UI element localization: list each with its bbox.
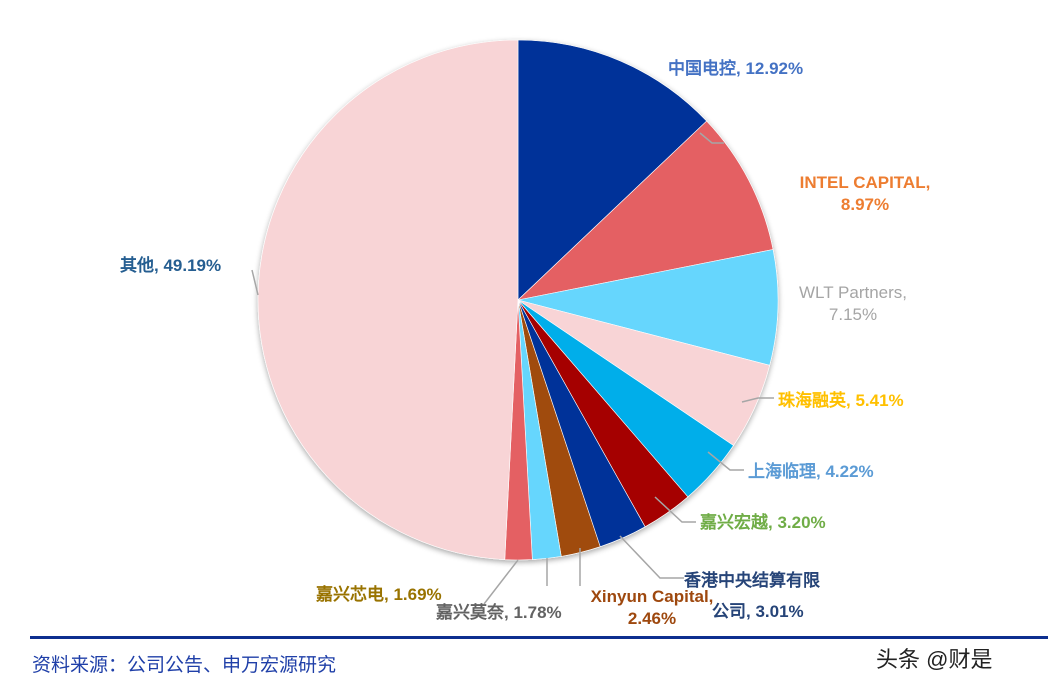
label-other: 其他, 49.19%: [120, 256, 222, 275]
pie-slice: [517, 249, 779, 366]
label-hkcs: 香港中央结算有限 公司, 3.01%: [684, 565, 820, 627]
pie-slice: [257, 39, 519, 560]
label-intel: INTEL CAPITAL, 8.97%: [768, 172, 962, 216]
label-zgdk-name: 中国电控: [668, 59, 736, 78]
label-jxmn: 嘉兴莫奈, 1.78%: [436, 603, 562, 622]
label-zgdk: 中国电控, 12.92%: [668, 59, 804, 78]
footer-divider: [30, 636, 1048, 639]
label-hkcs-line2: 公司, 3.01%: [712, 602, 804, 621]
label-wlt: WLT Partners, 7.15%: [778, 282, 928, 326]
label-intel-line1: INTEL CAPITAL,: [799, 173, 931, 192]
label-intel-line2: 8.97%: [840, 195, 890, 214]
label-zgdk-pct: 12.92%: [745, 59, 804, 78]
pie-slice: [517, 39, 708, 301]
label-xinyun: Xinyun Capital, 2.46%: [572, 586, 732, 630]
label-xinyun-line1: Xinyun Capital,: [590, 587, 714, 606]
label-jxxd: 嘉兴芯电, 1.69%: [316, 585, 442, 604]
label-wlt-line1: WLT Partners,: [798, 283, 907, 302]
label-wlt-line2: 7.15%: [828, 305, 878, 324]
label-hkcs-line1: 香港中央结算有限: [684, 571, 820, 590]
source-note: 资料来源：公司公告、申万宏源研究: [32, 655, 337, 676]
label-shll: 上海临理, 4.22%: [748, 462, 874, 481]
pie-slice: [517, 120, 774, 301]
watermark: 头条 @财是: [876, 647, 993, 672]
label-xinyun-line2: 2.46%: [627, 609, 677, 628]
label-jxhy: 嘉兴宏越, 3.20%: [700, 513, 826, 532]
label-zhry: 珠海融英, 5.41%: [778, 391, 904, 410]
leader-lines: [251, 132, 774, 605]
pie-slices: [257, 39, 779, 561]
